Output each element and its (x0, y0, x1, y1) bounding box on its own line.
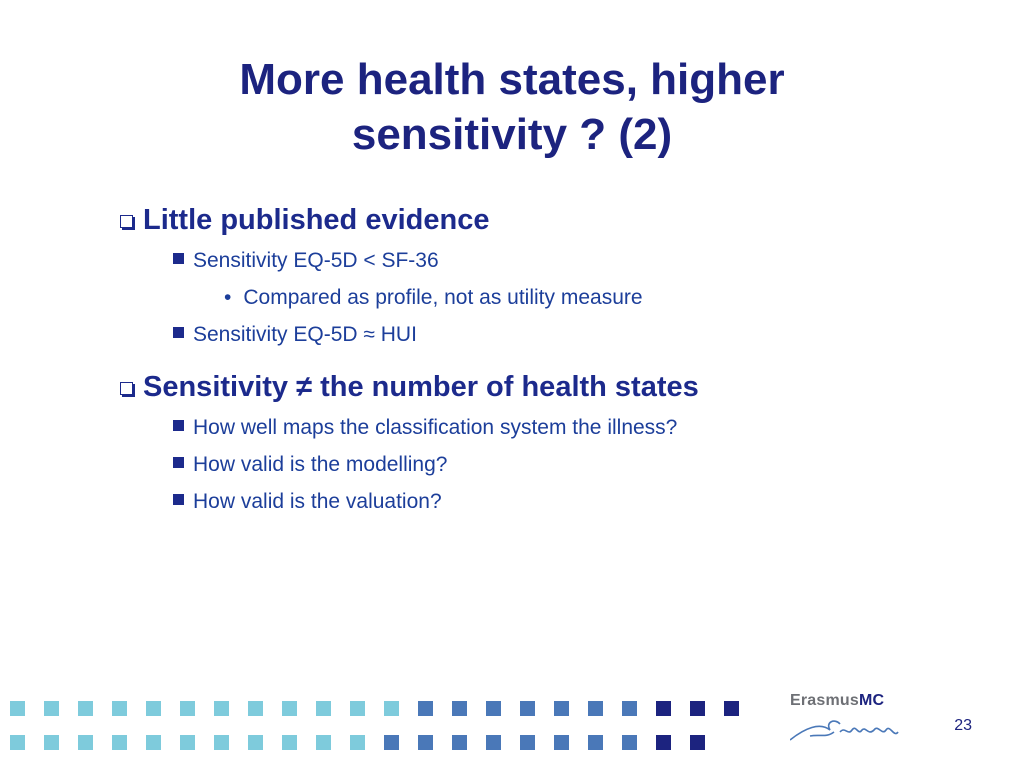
decorative-square (146, 701, 161, 716)
decorative-square (384, 701, 399, 716)
bullet-text: Sensitivity EQ-5D < SF-36 (193, 248, 439, 272)
decorative-square (350, 735, 365, 750)
filled-square-bullet-icon (173, 327, 184, 338)
bullet-level2-item: How valid is the modelling? (173, 446, 980, 483)
decorative-square (486, 701, 501, 716)
bullet-text: How valid is the modelling? (193, 452, 448, 476)
decorative-square (554, 735, 569, 750)
bullet-level2-item: How valid is the valuation? (173, 483, 980, 520)
bullet-text: Little published evidence (143, 203, 490, 236)
decorative-square (180, 735, 195, 750)
bullet-text: Compared as profile, not as utility meas… (243, 285, 643, 309)
decorative-square (622, 735, 637, 750)
slide-title-line-1: More health states, higher (239, 55, 785, 104)
slide-title-line-2: sensitivity ? (2) (351, 110, 673, 159)
decorative-square (112, 701, 127, 716)
logo-name-part1: Erasmus (790, 692, 859, 709)
decorative-square (214, 701, 229, 716)
decorative-square (690, 701, 705, 716)
logo-signature-icon (789, 720, 899, 741)
filled-square-bullet-icon (173, 253, 184, 264)
decorative-square (520, 735, 535, 750)
decorative-square (622, 701, 637, 716)
hollow-square-bullet-icon (120, 381, 133, 395)
logo-name-part2: MC (859, 692, 885, 709)
decorative-square (520, 701, 535, 716)
slide-title: More health states, higher sensitivity ?… (0, 52, 1024, 162)
bullet-level3-item: • Compared as profile, not as utility me… (224, 279, 980, 316)
decorative-square (350, 701, 365, 716)
filled-square-bullet-icon (173, 494, 184, 505)
bullet-text: How valid is the valuation? (193, 489, 442, 513)
decorative-square (588, 701, 603, 716)
dot-bullet-icon: • (224, 285, 232, 309)
decorative-square (316, 701, 331, 716)
decorative-square (452, 701, 467, 716)
decorative-square (112, 735, 127, 750)
decorative-square (418, 701, 433, 716)
filled-square-bullet-icon (173, 457, 184, 468)
decorative-square (44, 735, 59, 750)
decorative-square (248, 701, 263, 716)
decorative-square (10, 701, 25, 716)
logo-wordmark: ErasmusMC (790, 692, 910, 710)
decorative-square (656, 735, 671, 750)
decorative-square (418, 735, 433, 750)
decorative-square (282, 735, 297, 750)
bullet-text: Sensitivity EQ-5D ≈ HUI (193, 322, 417, 346)
decorative-square (316, 735, 331, 750)
decorative-square (78, 735, 93, 750)
filled-square-bullet-icon (173, 420, 184, 431)
decorative-square (214, 735, 229, 750)
bullet-level2-item: Sensitivity EQ-5D < SF-36 (173, 242, 980, 279)
decorative-square (724, 701, 739, 716)
decorative-square (554, 701, 569, 716)
decorative-square (656, 701, 671, 716)
erasmus-mc-logo: ErasmusMC (789, 692, 910, 752)
bullet-text: How well maps the classification system … (193, 415, 678, 439)
page-number: 23 (954, 717, 972, 734)
bullet-level1-item: Sensitivity ≠ the number of health state… (120, 365, 980, 409)
bullet-level1-item: Little published evidence (120, 198, 980, 242)
decorative-square (588, 735, 603, 750)
bullet-list: Little published evidence Sensitivity EQ… (120, 198, 980, 520)
decorative-square (146, 735, 161, 750)
decorative-square (10, 735, 25, 750)
decorative-square (78, 701, 93, 716)
decorative-square (690, 735, 705, 750)
decorative-square (180, 701, 195, 716)
bullet-text: Sensitivity ≠ the number of health state… (143, 370, 699, 403)
bullet-level2-item: How well maps the classification system … (173, 409, 980, 446)
hollow-square-bullet-icon (120, 214, 133, 228)
decorative-square (282, 701, 297, 716)
decorative-square (486, 735, 501, 750)
bullet-level2-item: Sensitivity EQ-5D ≈ HUI (173, 316, 980, 353)
decorative-square (452, 735, 467, 750)
decorative-square (248, 735, 263, 750)
decorative-square (44, 701, 59, 716)
decorative-square (384, 735, 399, 750)
